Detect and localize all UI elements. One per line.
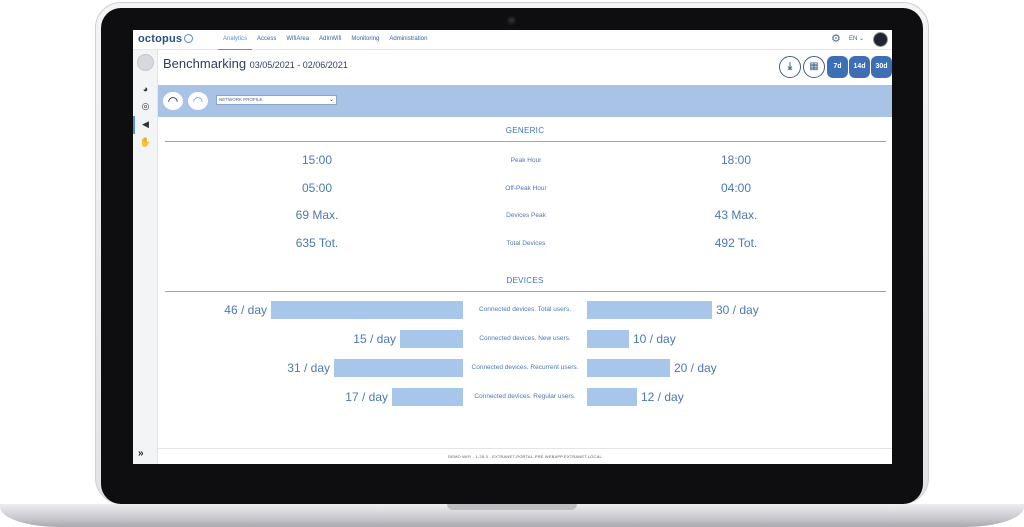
device-bar-right bbox=[587, 301, 712, 319]
hand-icon[interactable]: ✋ bbox=[139, 137, 152, 147]
camera-icon bbox=[507, 16, 516, 25]
device-bar-left-label: 17 / day bbox=[345, 390, 388, 404]
range-14d-button[interactable]: 14d bbox=[849, 56, 870, 78]
generic-left-value: 69 Max. bbox=[295, 208, 339, 222]
device-bar-right-label: 20 / day bbox=[674, 361, 717, 375]
device-metric-label: Connected devices. Total users. bbox=[478, 306, 571, 313]
page-title: Benchmarking 03/05/2021 - 02/06/2021 bbox=[163, 56, 348, 71]
laptop-base bbox=[0, 504, 1024, 527]
range-30d-button[interactable]: 30d bbox=[871, 56, 892, 78]
gear-icon[interactable]: ⚙ bbox=[831, 33, 841, 45]
device-bar-left bbox=[400, 330, 463, 348]
device-metric-label: Connected devices. Recurrent users. bbox=[471, 364, 579, 371]
generic-left-value: 635 Tot. bbox=[295, 236, 339, 250]
generic-section-title: GENERIC bbox=[505, 126, 545, 135]
app-screen: octopus Analytics Access WifiArea AdInWi… bbox=[133, 30, 892, 464]
nav-administration[interactable]: Administration bbox=[389, 36, 428, 42]
avatar[interactable] bbox=[873, 32, 888, 47]
range-7d-button[interactable]: 7d bbox=[827, 56, 848, 78]
page-header: Benchmarking 03/05/2021 - 02/06/2021 ⤓ ▦… bbox=[158, 50, 892, 84]
nav-access[interactable]: Access bbox=[257, 36, 277, 42]
network-profile-select[interactable]: NETWORK PROFILE ⌄ bbox=[216, 95, 337, 105]
device-bar-right bbox=[587, 388, 637, 406]
generic-metric-label: Peak Hour bbox=[510, 157, 542, 164]
generic-left-value: 15:00 bbox=[301, 153, 333, 167]
download-icon: ⤓ bbox=[787, 61, 793, 72]
device-bar-right-label: 10 / day bbox=[633, 332, 676, 346]
device-bar-left bbox=[334, 359, 463, 377]
device-bar-left-label: 15 / day bbox=[353, 332, 396, 346]
nav-monitoring[interactable]: Monitoring bbox=[351, 36, 380, 42]
pie-chart-icon[interactable]: ◕ bbox=[142, 84, 149, 94]
generic-divider bbox=[165, 141, 886, 142]
nav-adinwifi[interactable]: AdInWifi bbox=[319, 36, 342, 42]
generic-left-value: 05:00 bbox=[301, 181, 333, 195]
generic-right-value: 492 Tot. bbox=[714, 236, 758, 250]
generic-metric-label: Total Devices bbox=[506, 240, 546, 247]
devices-divider bbox=[165, 291, 886, 292]
main-nav: Analytics Access WifiArea AdInWifi Monit… bbox=[218, 30, 432, 50]
device-bar-left bbox=[392, 388, 463, 406]
device-bar-left-label: 46 / day bbox=[224, 303, 267, 317]
device-metric-label: Connected devices. Regular users. bbox=[474, 393, 576, 400]
app-logo[interactable]: octopus bbox=[138, 33, 194, 45]
download-button[interactable]: ⤓ bbox=[779, 56, 801, 78]
sidebar-active-indicator bbox=[133, 116, 135, 134]
network-icon[interactable]: ◎ bbox=[141, 101, 150, 111]
footer: DEMO WIFI - 1.25.3 - EXTRANET-PORTAL-PRE… bbox=[158, 448, 892, 464]
calendar-button[interactable]: ▦ bbox=[803, 56, 825, 78]
wifi-profile-icon[interactable]: ◠ bbox=[188, 92, 208, 110]
device-bar-left-label: 31 / day bbox=[287, 361, 330, 375]
date-range: 03/05/2021 - 02/06/2021 bbox=[249, 60, 348, 70]
top-bar: octopus Analytics Access WifiArea AdInWi… bbox=[133, 30, 892, 50]
generic-metric-label: Devices Peak bbox=[506, 212, 546, 219]
filter-bar: ◠ ◠ NETWORK PROFILE ⌄ bbox=[158, 85, 892, 117]
logo-badge-icon bbox=[184, 34, 194, 43]
chevron-down-icon: ⌄ bbox=[328, 97, 334, 103]
wifi-icon[interactable]: ◠ bbox=[163, 92, 183, 110]
double-chevron-right-icon[interactable]: » bbox=[138, 448, 144, 459]
generic-right-value: 04:00 bbox=[720, 181, 752, 195]
chevron-down-icon: ⌄ bbox=[857, 36, 865, 42]
devices-section-title: DEVICES bbox=[506, 276, 544, 285]
device-bar-right-label: 12 / day bbox=[641, 390, 684, 404]
nav-wifiarea[interactable]: WifiArea bbox=[286, 36, 310, 42]
sidebar-logo[interactable] bbox=[137, 54, 154, 71]
language-selector[interactable]: EN ⌄ bbox=[849, 36, 865, 42]
generic-metric-label: Off-Peak Hour bbox=[505, 185, 547, 192]
device-bar-left bbox=[271, 301, 463, 319]
device-metric-label: Connected devices. New users. bbox=[479, 335, 571, 342]
nav-analytics[interactable]: Analytics bbox=[218, 30, 253, 50]
calendar-icon: ▦ bbox=[809, 61, 819, 72]
sidebar: ◕ ◎ ◀ ✋ » bbox=[133, 50, 158, 464]
generic-right-value: 18:00 bbox=[720, 153, 752, 167]
device-bar-right bbox=[587, 359, 670, 377]
device-bar-right bbox=[587, 330, 629, 348]
megaphone-icon[interactable]: ◀ bbox=[142, 119, 149, 129]
generic-right-value: 43 Max. bbox=[714, 208, 758, 222]
laptop-notch bbox=[447, 504, 577, 510]
device-bar-right-label: 30 / day bbox=[716, 303, 759, 317]
